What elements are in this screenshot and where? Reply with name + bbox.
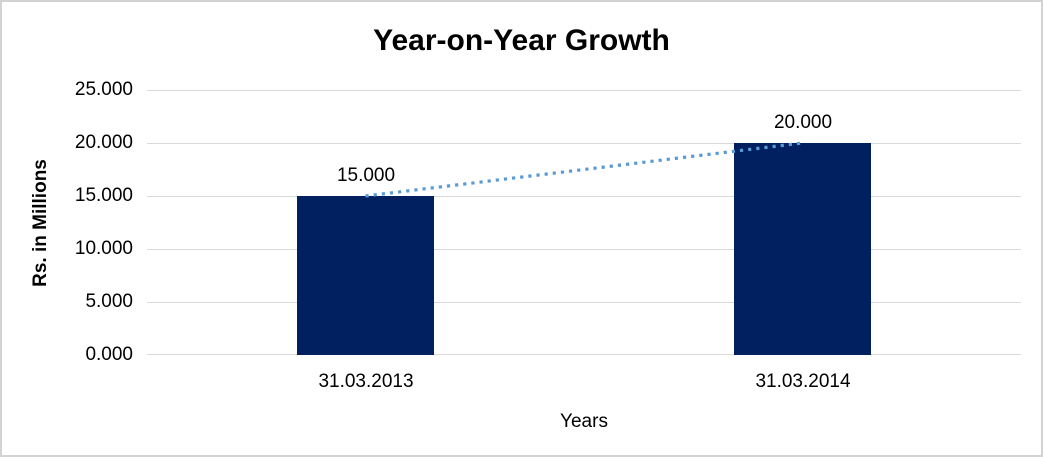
gridline (147, 354, 1021, 355)
trendline (365, 141, 803, 198)
plot-area: 15.000 20.000 (147, 90, 1021, 355)
y-tick-label: 25.000 (74, 79, 133, 100)
gridline (147, 302, 1021, 303)
y-axis-tick-labels: 25.000 20.000 15.000 10.000 5.000 0.000 (2, 79, 133, 365)
x-tick-label-2014: 31.03.2014 (755, 371, 851, 392)
data-label-2014: 20.000 (773, 112, 833, 133)
gridline (147, 196, 1021, 197)
gridline (147, 90, 1021, 91)
y-tick-label: 5.000 (85, 291, 133, 312)
data-label-2013: 15.000 (336, 165, 396, 186)
y-tick-label: 15.000 (74, 185, 133, 206)
y-tick-label: 20.000 (74, 132, 133, 153)
chart-title: Year-on-Year Growth (373, 24, 670, 57)
bar-2013 (297, 196, 434, 355)
y-tick-label: 10.000 (74, 238, 133, 259)
gridline (147, 249, 1021, 250)
x-tick-label-2013: 31.03.2013 (318, 371, 414, 392)
bar-2014 (734, 143, 871, 355)
x-axis-title: Years (560, 411, 608, 432)
y-tick-label: 0.000 (85, 344, 133, 365)
gridline (147, 143, 1021, 144)
